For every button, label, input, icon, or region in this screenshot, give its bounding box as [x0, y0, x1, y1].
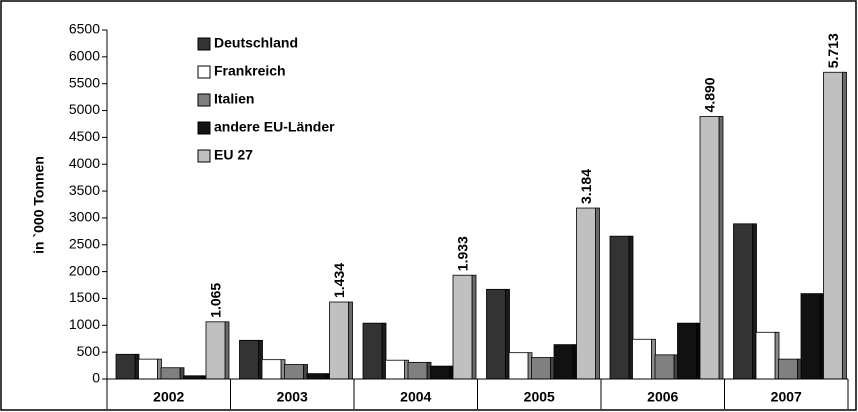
- y-tick-label: 2000: [69, 262, 100, 278]
- bar-side: [842, 71, 847, 380]
- legend-swatch: [197, 37, 211, 51]
- bar: [800, 293, 821, 380]
- legend-swatch: [197, 93, 211, 107]
- bar: [261, 359, 282, 380]
- y-tick-label: 5000: [69, 101, 100, 117]
- x-tick-label: 2002: [153, 389, 184, 405]
- bar: [115, 353, 136, 380]
- bar: [284, 364, 304, 380]
- bar: [699, 116, 720, 380]
- x-tick-label: 2004: [400, 389, 431, 405]
- legend-swatch: [197, 65, 211, 79]
- bar: [362, 322, 383, 380]
- bar: [160, 367, 181, 380]
- legend-swatch: [197, 121, 211, 135]
- y-axis-label: in `000 Tonnen: [31, 156, 47, 254]
- bar-side: [471, 274, 477, 380]
- y-tick-label: 6000: [69, 48, 100, 64]
- legend-label: Frankreich: [214, 63, 286, 79]
- y-tick-label: 0: [92, 370, 100, 386]
- x-tick-label: 2003: [277, 389, 308, 405]
- bar: [531, 357, 551, 380]
- bar: [430, 365, 450, 380]
- bar: [677, 322, 697, 380]
- bar: [632, 338, 652, 380]
- bar-side: [595, 207, 600, 380]
- y-tick-label: 1500: [69, 289, 100, 305]
- legend-label: EU 27: [214, 147, 253, 163]
- x-tick-label: 2006: [647, 389, 678, 405]
- bar: [733, 223, 753, 380]
- bar: [452, 274, 473, 380]
- y-tick-label: 4000: [69, 155, 100, 171]
- data-label: 5.713: [825, 33, 841, 68]
- bar: [576, 207, 596, 380]
- y-tick-label: 1000: [69, 316, 100, 332]
- data-label: 1.065: [208, 283, 224, 318]
- legend-label: andere EU-Länder: [214, 119, 335, 135]
- bar: [407, 361, 428, 380]
- y-tick-label: 3000: [69, 209, 100, 225]
- bar: [205, 321, 226, 380]
- data-label: 4.890: [702, 77, 718, 112]
- bar: [609, 235, 630, 380]
- bar: [306, 373, 327, 380]
- y-tick-label: 2500: [69, 235, 100, 251]
- data-label: 3.184: [578, 169, 594, 204]
- bar: [778, 358, 798, 380]
- bar: [755, 331, 776, 380]
- y-tick-label: 500: [77, 343, 101, 359]
- bar: [486, 288, 506, 380]
- bar: [553, 344, 574, 380]
- y-tick-label: 3500: [69, 182, 100, 198]
- x-tick-label: 2007: [771, 389, 802, 405]
- legend-swatch: [197, 149, 211, 163]
- bar: [329, 301, 349, 380]
- bar: [385, 359, 405, 380]
- bar-side: [224, 321, 230, 380]
- y-tick-label: 4500: [69, 128, 100, 144]
- data-label: 1.434: [331, 263, 347, 298]
- bar: [239, 339, 259, 380]
- data-label: 1.933: [455, 236, 471, 271]
- y-tick-label: 5500: [69, 74, 100, 90]
- x-tick-label: 2005: [524, 389, 555, 405]
- bar: [508, 352, 529, 380]
- legend-label: Deutschland: [214, 35, 298, 51]
- bar: [823, 71, 843, 380]
- bar-side: [348, 301, 353, 380]
- bar-side: [718, 116, 724, 380]
- legend-label: Italien: [214, 91, 254, 107]
- bar: [138, 358, 158, 380]
- y-tick-label: 6500: [69, 21, 100, 37]
- bar: [654, 354, 675, 380]
